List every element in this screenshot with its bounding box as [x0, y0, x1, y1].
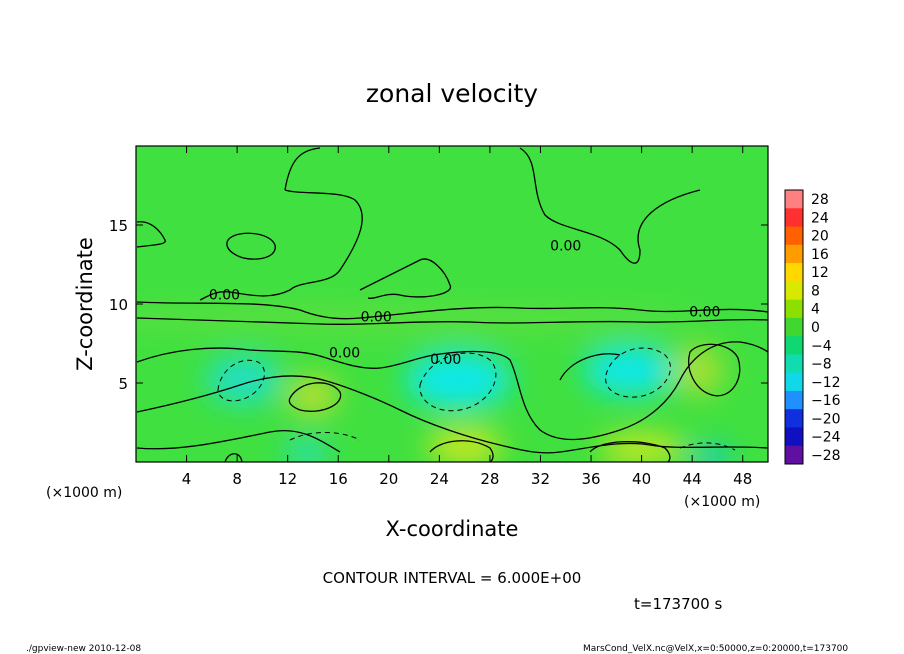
colorbar-label: −16 [811, 393, 841, 409]
x-tick-label: 48 [733, 470, 752, 488]
colorbar-label: 0 [811, 320, 820, 336]
field-blob-7 [283, 439, 330, 462]
colorbar-swatch [785, 372, 803, 392]
x-tick-label: 16 [329, 470, 348, 488]
x-tick-label: 36 [581, 470, 600, 488]
colorbar-label: 12 [811, 265, 829, 281]
contour-label-5: 0.00 [430, 352, 461, 368]
field-blob-2 [205, 354, 282, 406]
field-blob-8 [690, 447, 732, 462]
colorbar-swatch [785, 226, 803, 246]
time-label: t=173700 s [634, 595, 722, 613]
colorbar-label: 20 [811, 229, 829, 245]
colorbar-swatch [785, 427, 803, 447]
colorbar-frame [784, 189, 804, 465]
colorbar-swatch [785, 281, 803, 301]
field-blob-9 [136, 308, 705, 331]
colorbar-label: −8 [811, 357, 832, 373]
x-tick-label: 12 [278, 470, 297, 488]
y-axis-label: Z-coordinate [73, 237, 97, 371]
field-blob-4 [673, 345, 724, 396]
y-tick-label: 10 [109, 296, 128, 314]
colorbar-swatch [785, 336, 803, 355]
x-tick-label: 24 [430, 470, 449, 488]
colorbar-swatch [785, 190, 803, 209]
colorbar-label: −12 [811, 375, 841, 391]
x-tick-label: 40 [632, 470, 651, 488]
contour-label-2: 0.00 [361, 309, 392, 325]
colorbar-label: 16 [811, 247, 829, 263]
plot-area: 0.00 0.00 0.00 0.00 0.00 0.00 [136, 146, 768, 462]
colorbar-swatch [785, 390, 803, 410]
x-tick-label: 44 [683, 470, 702, 488]
footer-right: MarsCond_VelX.nc@VelX,x=0:50000,z=0:2000… [583, 644, 848, 654]
colorbar-swatch [785, 317, 803, 337]
colorbar-label: −20 [811, 411, 841, 427]
y-tick-label: 5 [118, 375, 128, 393]
contour-lines [136, 147, 768, 462]
contour-label-3: 0.00 [689, 305, 720, 321]
colorbar-swatch [785, 208, 803, 228]
x-unit-label-left: (×1000 m) [46, 485, 122, 501]
colorbar-label: −24 [811, 430, 841, 446]
colorbar-label: 24 [811, 210, 829, 226]
dashed-contours [217, 347, 736, 451]
colorbar: 28 24 20 16 12 8 4 0 −4 −8 −12 −16 −20 −24 −28 [784, 189, 841, 465]
colorbar-label: 8 [811, 283, 820, 299]
field-shading [136, 308, 732, 462]
colorbar-label: −28 [811, 448, 841, 464]
contour-label-0: 0.00 [550, 238, 581, 254]
x-axis-label: X-coordinate [386, 517, 519, 541]
contour-labels: 0.00 0.00 0.00 0.00 0.00 0.00 [209, 238, 720, 368]
colorbar-swatch [785, 354, 803, 374]
colorbar-swatch [785, 263, 803, 282]
colorbar-swatch [785, 409, 803, 428]
x-tick-label: 4 [182, 470, 192, 488]
x-tick-label: 20 [379, 470, 398, 488]
contour-label-4: 0.00 [329, 346, 360, 362]
field-blob-0 [405, 351, 512, 409]
colorbar-label: 4 [811, 302, 820, 318]
colorbar-label: −4 [811, 338, 832, 354]
contour-label-1: 0.00 [209, 287, 240, 303]
field-blob-3 [287, 376, 339, 415]
contour-interval: CONTOUR INTERVAL = 6.000E+00 [323, 569, 582, 587]
x-tick-label: 28 [480, 470, 499, 488]
colorbar-swatch [785, 299, 803, 319]
x-tick-label: 8 [232, 470, 242, 488]
y-axis: 5 10 15 [109, 217, 768, 393]
x-tick-label: 32 [531, 470, 550, 488]
footer-left: ./gpview-new 2010-12-08 [26, 644, 141, 654]
field-blob-5 [426, 427, 503, 462]
x-unit-label-right: (×1000 m) [684, 494, 760, 510]
colorbar-label: 28 [811, 192, 829, 208]
colorbar-swatch [785, 445, 803, 465]
colorbar-swatch [785, 244, 803, 264]
chart-title: zonal velocity [366, 79, 538, 108]
x-axis: 4 8 12 16 20 24 28 32 36 40 44 48 [182, 146, 752, 488]
y-tick-label: 15 [109, 217, 128, 235]
field-blob-6 [598, 433, 685, 462]
